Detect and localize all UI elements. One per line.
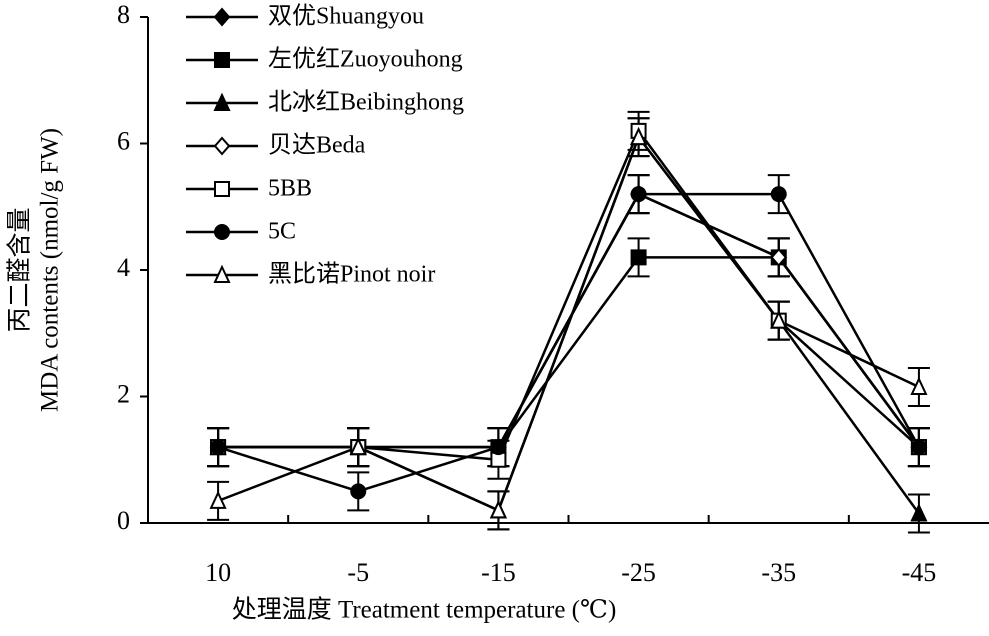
marker: [213, 92, 231, 111]
legend-label: 双优Shuangyou: [268, 3, 424, 30]
legend-label: 黑比诺Pinot noir: [268, 261, 435, 288]
x-axis-label: 处理温度 Treatment temperature (℃): [232, 596, 617, 624]
marker: [490, 439, 507, 456]
x-tick-label: -15: [481, 558, 516, 587]
marker: [350, 483, 367, 500]
series-line: [217, 134, 920, 513]
y-tick-label: 8: [117, 0, 130, 29]
legend-label: 贝达Beda: [268, 132, 366, 159]
marker: [349, 436, 367, 456]
x-tick-label: -45: [902, 558, 937, 587]
legend-label: 5C: [268, 219, 296, 245]
y-tick-label: 0: [117, 506, 130, 535]
marker: [210, 439, 227, 456]
y-tick-label: 4: [117, 253, 130, 282]
marker: [770, 186, 787, 203]
series-line: [218, 128, 920, 462]
marker: [213, 7, 231, 27]
legend-label: 北冰红Beibinghong: [268, 89, 464, 116]
marker: [209, 490, 227, 509]
x-tick-label: -25: [621, 558, 656, 587]
marker: [770, 247, 788, 267]
marker: [213, 264, 231, 283]
y-axis-label: MDA contents (nmol/g FW): [37, 128, 64, 412]
marker: [213, 136, 231, 156]
y-tick-label: 6: [117, 126, 130, 155]
marker: [630, 249, 647, 266]
marker: [630, 126, 648, 146]
y-axis-label: 丙二醛含量: [6, 207, 34, 332]
legend-label: 5BB: [268, 176, 312, 202]
marker: [910, 503, 928, 522]
marker: [214, 181, 230, 197]
marker: [910, 376, 928, 396]
x-tick-label: -5: [347, 558, 369, 587]
marker: [489, 499, 507, 519]
marker: [630, 186, 647, 203]
marker: [910, 439, 927, 456]
marker: [214, 52, 230, 68]
marker: [214, 224, 230, 240]
legend-label: 左优红Zuoyouhong: [268, 46, 463, 73]
y-tick-label: 2: [117, 379, 130, 408]
x-tick-label: 10: [205, 558, 231, 587]
x-tick-label: -35: [761, 558, 796, 587]
marker: [770, 310, 788, 329]
